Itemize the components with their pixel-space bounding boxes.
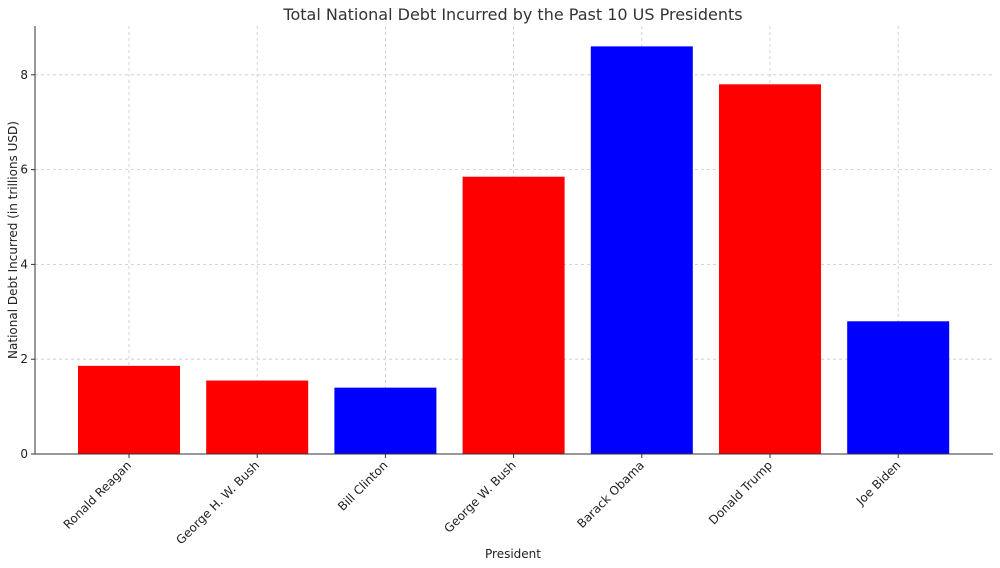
y-tick-label: 8 — [20, 68, 28, 82]
bar-bill-clinton — [334, 387, 437, 454]
bar-donald-trump — [719, 84, 821, 454]
chart-title: Total National Debt Incurred by the Past… — [282, 5, 742, 24]
x-ticks: Ronald Reagan George H. W. Bush Bill Clint… — [61, 454, 903, 547]
x-tick-label: Joe Biden — [853, 458, 903, 508]
y-tick-label: 4 — [20, 257, 28, 271]
y-tick-label: 6 — [20, 163, 28, 177]
x-tick-label: Donald Trump — [706, 458, 775, 527]
bar-george-h-w-bush — [206, 380, 309, 454]
y-ticks: 0 2 4 6 8 — [20, 68, 35, 461]
bar-george-w-bush — [462, 176, 565, 455]
y-tick-label: 2 — [20, 352, 28, 366]
y-tick-label: 0 — [20, 447, 28, 461]
bar-barack-obama — [590, 46, 693, 454]
x-tick-label: George W. Bush — [441, 458, 518, 535]
y-axis-label: National Debt Incurred (in trillions USD… — [6, 121, 20, 359]
x-tick-label: George H. W. Bush — [173, 458, 262, 547]
x-tick-label: Ronald Reagan — [61, 458, 135, 532]
x-tick-label: Barack Obama — [574, 458, 647, 531]
x-tick-label: Bill Clinton — [335, 458, 390, 513]
bar-joe-biden — [847, 321, 950, 454]
x-axis-label: President — [485, 547, 541, 561]
bars — [78, 46, 950, 455]
bar-ronald-reagan — [78, 365, 180, 454]
